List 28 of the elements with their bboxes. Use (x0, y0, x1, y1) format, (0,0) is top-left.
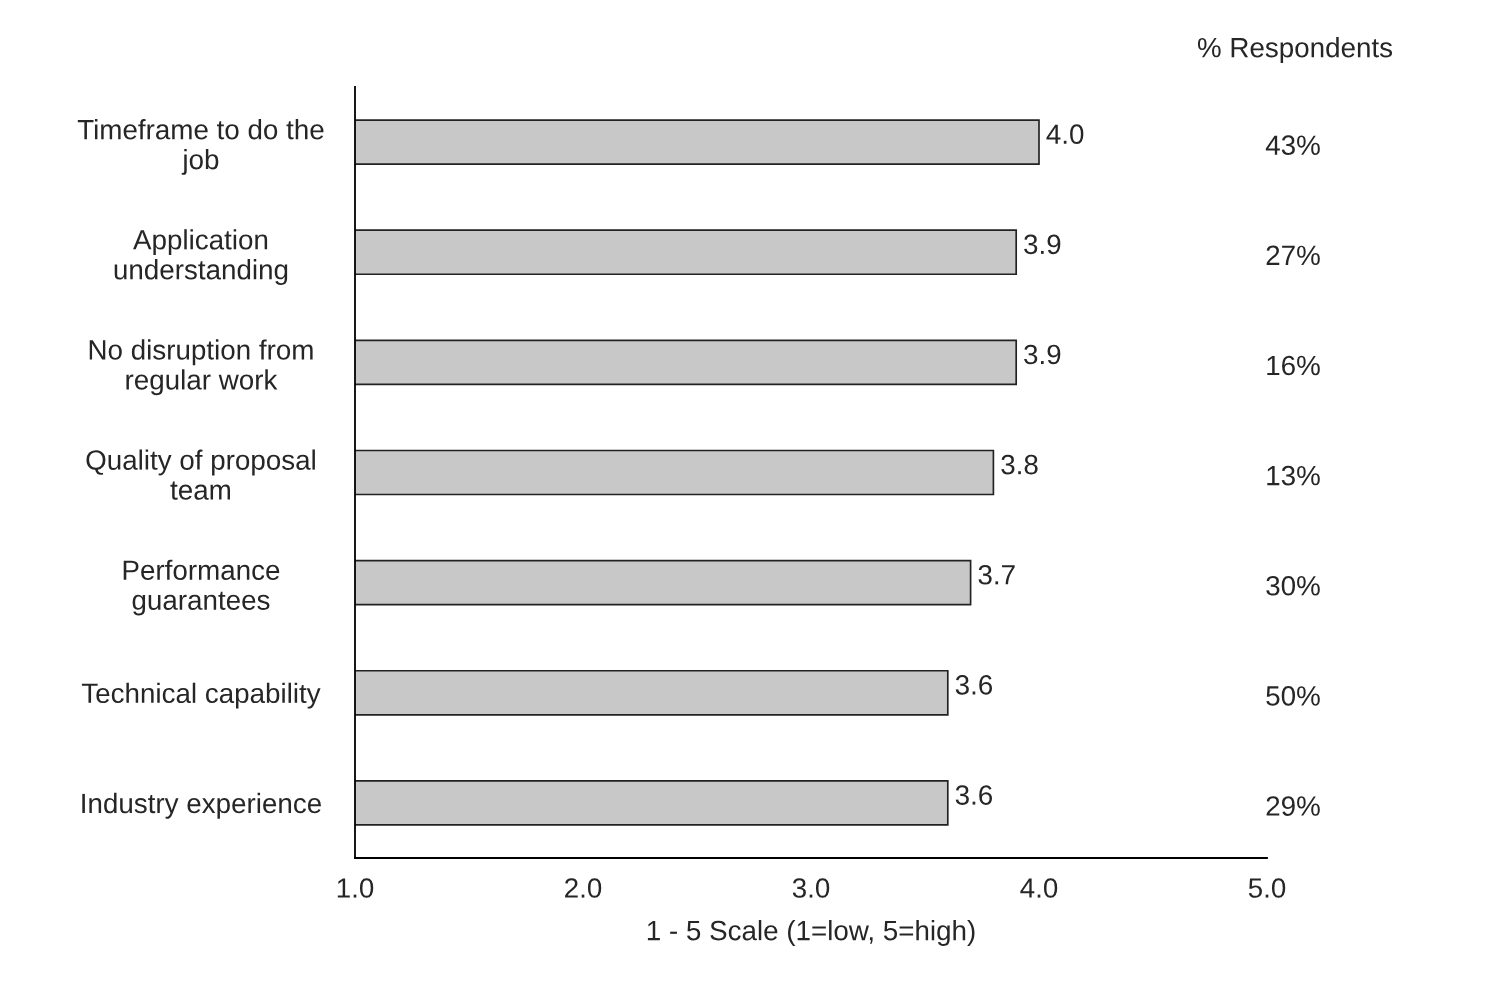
x-tick-label: 3.0 (792, 878, 830, 898)
y-tick-label: Application understanding (114, 229, 288, 286)
data-label: 3.6 (955, 785, 993, 805)
y-tick-label: Performance guarantees (123, 559, 280, 616)
text: 16% (1267, 355, 1320, 376)
annotation: 50% (1266, 686, 1320, 706)
text: % Respondents (1197, 37, 1393, 63)
x-axis-title: 1 - 5 Scale (1=low, 5=high) (647, 920, 975, 946)
data-label: 3.7 (978, 564, 1015, 585)
y-tick-label: Quality of proposal team (86, 449, 315, 500)
y-tick-label: Industry experience (82, 792, 321, 819)
y-tick-label: Timeframe to do the job (77, 119, 324, 175)
x-tick-label: 1.0 (337, 878, 374, 898)
annotation: 43% (1265, 135, 1320, 156)
y-tick-label: No disruption from regular work (89, 339, 313, 396)
annotation: 30% (1266, 575, 1320, 596)
data-label: 4.0 (1046, 124, 1084, 145)
data-label: 3.9 (1024, 344, 1061, 365)
text: 13% (1267, 465, 1320, 486)
x-tick-label: 2.0 (565, 878, 602, 898)
x-tick-label: 4.0 (1020, 878, 1058, 898)
annotation: 29% (1266, 796, 1320, 816)
data-label: 3.8 (1001, 454, 1038, 475)
x-tick-label: 5.0 (1248, 878, 1286, 898)
data-label: 3.9 (1024, 234, 1061, 255)
data-label: 3.6 (955, 675, 993, 695)
y-tick-label: Technical capability (81, 682, 321, 709)
annotation: 27% (1266, 245, 1320, 266)
